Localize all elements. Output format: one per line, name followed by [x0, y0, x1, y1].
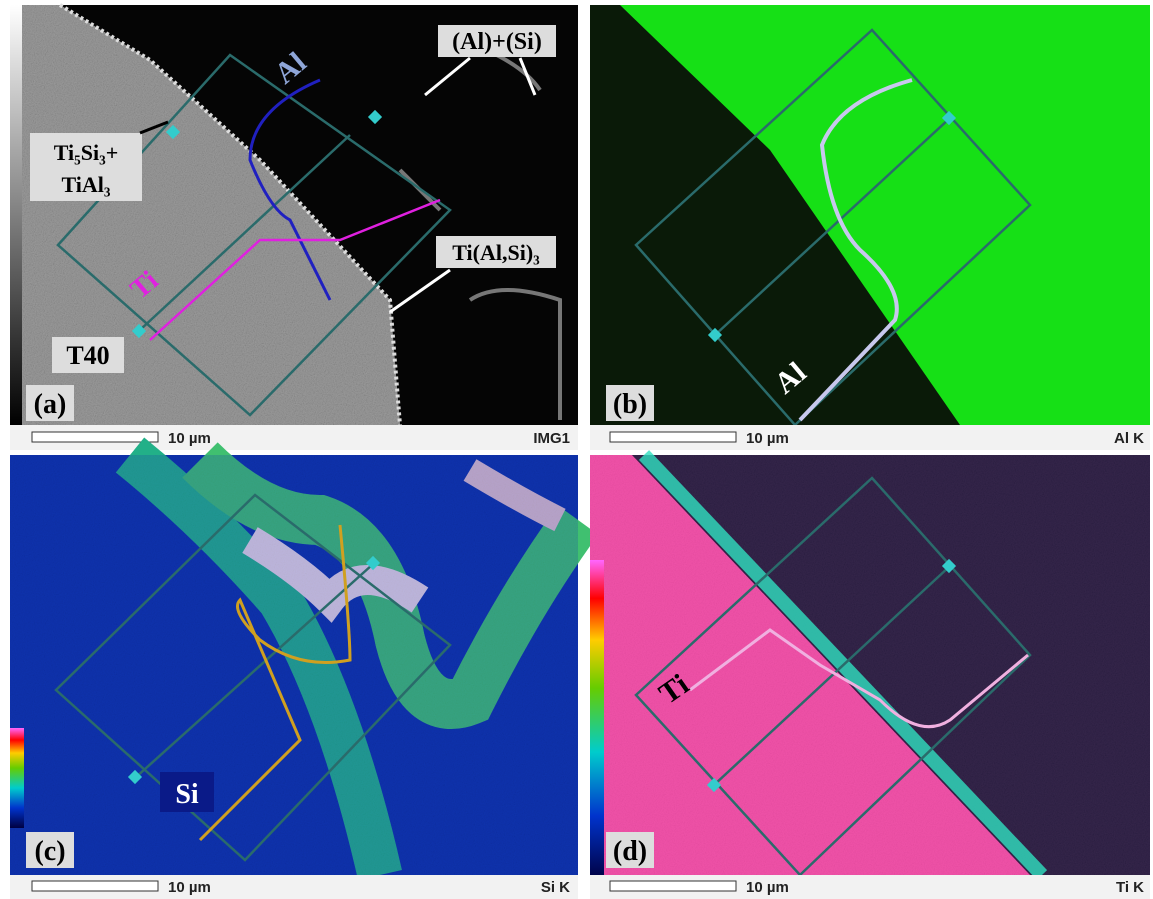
annotation: Ti₅Si₃+ [54, 140, 118, 165]
map-name: Si K [541, 879, 570, 896]
scale-text: 10 µm [746, 879, 789, 896]
scale-bar [31, 431, 159, 443]
label-bg [26, 385, 74, 421]
scale-bar [31, 880, 159, 892]
label-bg [438, 25, 556, 57]
colorbar [590, 560, 604, 880]
panel-label: (b) [613, 389, 647, 420]
arrow [424, 56, 537, 97]
texture [22, 5, 400, 425]
label-bg [606, 832, 654, 868]
panel-d: Ti (d) 10 µm Ti K [590, 450, 1150, 899]
colorbar [10, 5, 22, 425]
panel-label: (d) [613, 836, 647, 867]
marker [706, 777, 722, 793]
roi-box [56, 53, 452, 417]
annotation: T40 [66, 341, 109, 370]
panel-label: (c) [34, 836, 65, 867]
scale-bar [609, 431, 737, 443]
label-bg [606, 385, 654, 421]
interface [58, 3, 402, 426]
label-bg [30, 133, 142, 201]
marker [127, 769, 143, 785]
marker [941, 558, 957, 574]
colorbar [10, 728, 24, 828]
texture [590, 455, 1150, 875]
marker [707, 327, 723, 343]
roi-box [634, 28, 1032, 427]
panel-b: Al (b) 10 µm Al K [590, 5, 1150, 450]
annotation: (Al)+(Si) [452, 29, 542, 55]
scale-text: 10 µm [168, 879, 211, 896]
scale-text: 10 µm [746, 430, 789, 447]
panel-c: Si (c) 10 µm Si K [10, 437, 599, 899]
al-profile [798, 78, 913, 422]
al-profile [248, 78, 332, 301]
roi-mid [139, 134, 351, 331]
marker [131, 323, 147, 339]
si-profile [198, 524, 352, 842]
marker [941, 110, 957, 126]
label-bg [52, 337, 124, 373]
marker [367, 109, 383, 125]
roi-mid [714, 117, 951, 336]
arrow [389, 268, 451, 314]
ti-profile [689, 628, 1029, 729]
label-bg [436, 236, 556, 268]
texture [10, 455, 578, 875]
scale-bar [609, 880, 737, 892]
map-name: IMG1 [533, 430, 570, 447]
annotation: Si [175, 779, 199, 810]
label-bg [160, 772, 214, 812]
arrow [139, 120, 169, 135]
annotation: Ti(Al,Si)₃ [452, 240, 540, 265]
roi-mid [713, 565, 951, 786]
marker [365, 555, 381, 571]
map-name: Ti K [1116, 879, 1144, 896]
label-bg [26, 832, 74, 868]
roi-box [634, 476, 1032, 877]
annotation: TiAl₃ [62, 172, 111, 197]
ti-region [590, 5, 960, 425]
panel-a: Al (Al)+(Si) Ti₅Si₃+ TiAl₃ Ti(Al,Si)₃ Ti… [10, 3, 578, 450]
scale-text: 10 µm [168, 430, 211, 447]
ti-profile [149, 198, 441, 341]
panel-label: (a) [34, 389, 67, 420]
roi-mid [134, 564, 373, 779]
map-name: Al K [1114, 430, 1144, 447]
